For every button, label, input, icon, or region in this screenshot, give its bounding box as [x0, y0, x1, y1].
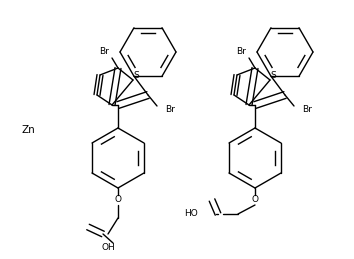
- Text: Br: Br: [165, 105, 175, 114]
- Text: Zn: Zn: [22, 125, 36, 135]
- Text: O: O: [114, 196, 121, 205]
- Text: Br: Br: [236, 47, 246, 56]
- Text: HO: HO: [184, 210, 198, 219]
- Text: OH: OH: [101, 243, 115, 253]
- Text: Br: Br: [302, 105, 312, 114]
- Text: S: S: [133, 71, 139, 81]
- Text: O: O: [251, 196, 258, 205]
- Text: Br: Br: [99, 47, 109, 56]
- Text: S: S: [270, 71, 276, 81]
